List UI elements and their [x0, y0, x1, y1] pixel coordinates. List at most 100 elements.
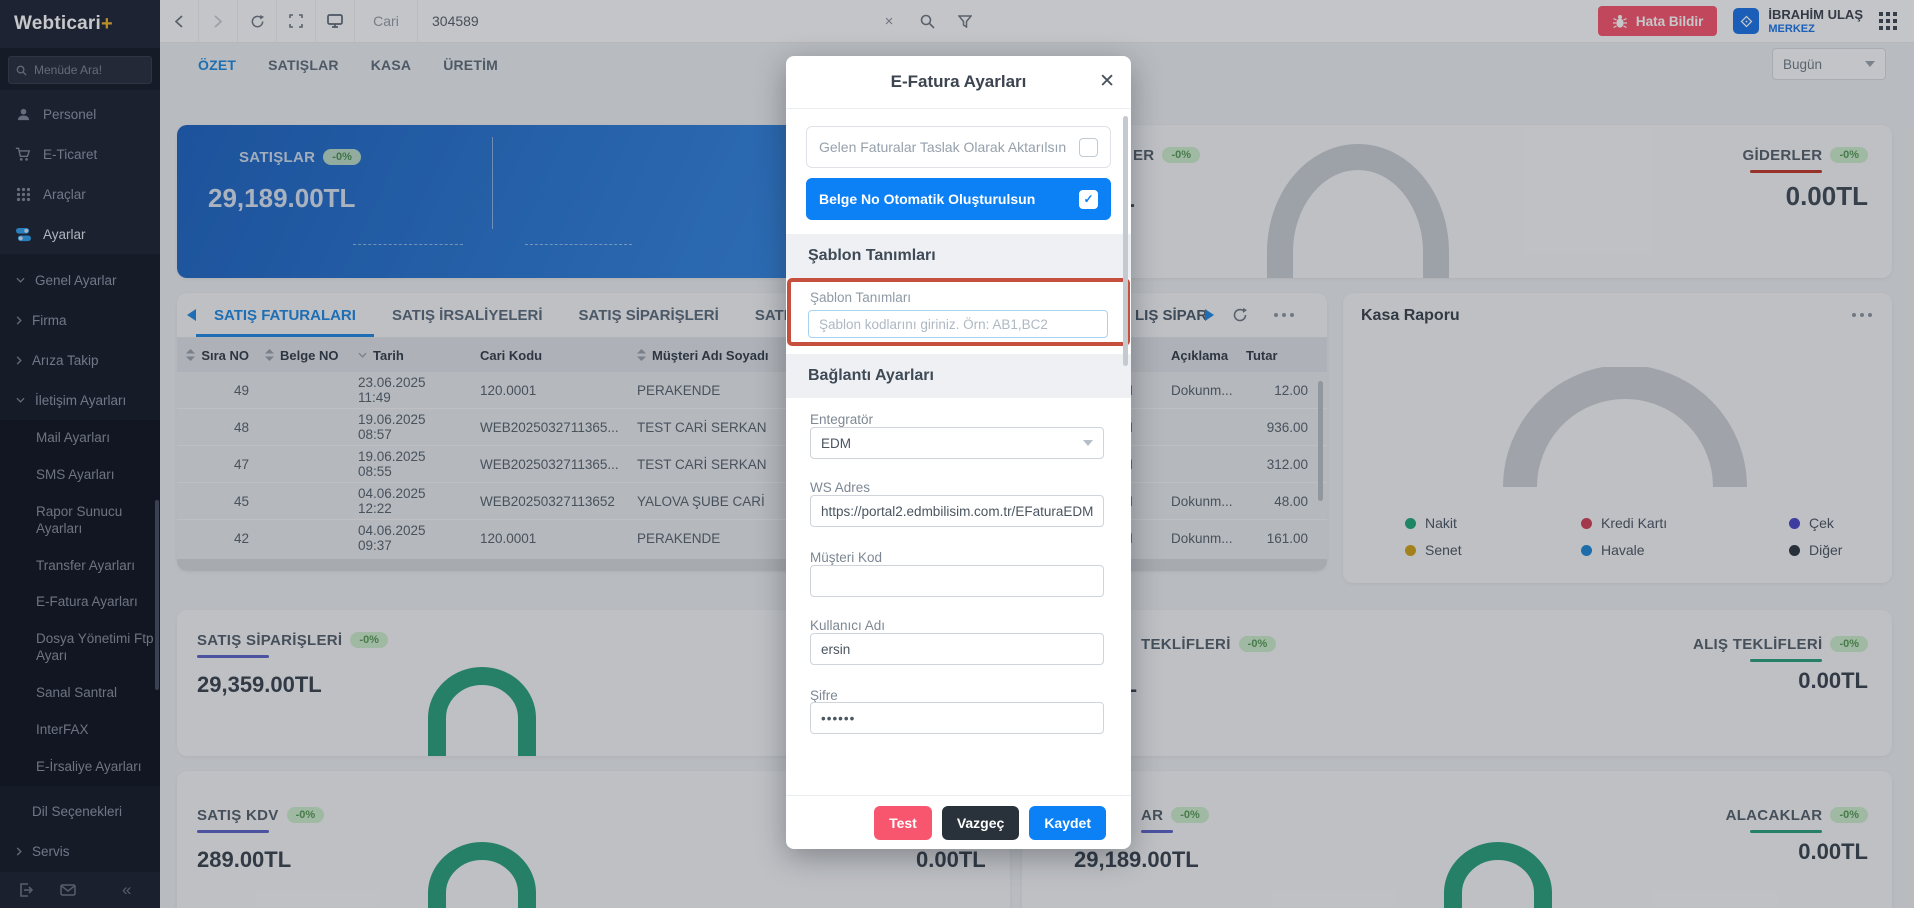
vertical-scrollbar[interactable]	[1318, 381, 1323, 501]
monitor-icon[interactable]	[316, 0, 355, 42]
header-aciklama[interactable]: Açıklama	[1171, 347, 1229, 363]
header-sira-no[interactable]: Sıra NO	[177, 348, 257, 363]
sidebar-item-label: Servis	[32, 844, 70, 860]
legend-cek[interactable]: Çek	[1789, 515, 1834, 531]
sidebar-item-efatura-ayarlari[interactable]: E-Fatura Ayarları	[36, 594, 138, 610]
search-icon[interactable]	[908, 0, 946, 42]
ws-adres-input[interactable]	[810, 495, 1104, 527]
sifre-input[interactable]	[810, 702, 1104, 734]
kullanici-adi-input[interactable]	[810, 633, 1104, 665]
sidebar-item-label: Genel Ayarlar	[35, 272, 117, 288]
sablon-kodlari-input[interactable]	[808, 310, 1108, 338]
modal-title: E-Fatura Ayarları	[890, 72, 1027, 91]
report-error-button[interactable]: Hata Bildir	[1597, 6, 1718, 36]
efatura-settings-modal: E-Fatura Ayarları ✕ Gelen Faturalar Tasl…	[786, 56, 1131, 849]
tab-satislar[interactable]: SATIŞLAR	[268, 57, 339, 73]
fullscreen-button[interactable]	[277, 0, 316, 42]
tabs-scroll-left-icon[interactable]	[187, 309, 196, 321]
sidebar-item-personel[interactable]: Personel	[0, 94, 160, 134]
sidebar-search[interactable]	[8, 56, 152, 84]
collapse-sidebar-icon[interactable]: «	[122, 880, 132, 899]
stat-badge: -0%	[1162, 147, 1200, 163]
legend-kredi-karti[interactable]: Kredi Kartı	[1581, 515, 1667, 531]
header-belge-no[interactable]: Belge NO	[257, 348, 350, 363]
header-cari-kodu[interactable]: Cari Kodu	[480, 347, 543, 363]
header-musteri[interactable]: Müşteri Adı Soyadı	[625, 348, 1010, 363]
nav-back-button[interactable]	[160, 0, 199, 42]
period-select[interactable]: Bugün	[1772, 48, 1886, 80]
checkbox-checked[interactable]: ✓	[1079, 189, 1098, 209]
nav-forward-button[interactable]	[199, 0, 238, 42]
tab-ozet[interactable]: ÖZET	[198, 57, 237, 73]
logout-icon[interactable]	[18, 883, 34, 897]
refresh-button[interactable]	[238, 0, 277, 42]
sidebar-item-dil-secenekleri[interactable]: Dil Seçenekleri	[0, 792, 160, 832]
mail-icon[interactable]	[60, 884, 76, 896]
partial-row	[177, 551, 1010, 559]
brand-name: Webticari	[14, 13, 101, 34]
option-taslak-aktarilsin[interactable]: Gelen Faturalar Taslak Olarak Aktarılsın	[806, 126, 1111, 168]
sidebar-item-iletisim-ayarlari[interactable]: İletişim Ayarları	[0, 380, 160, 420]
sidebar-item-ariza-takip[interactable]: Arıza Takip	[0, 340, 160, 380]
sidebar-main-group: Personel E-Ticaret Araçlar Ayarlar	[0, 90, 160, 254]
tab-kasa[interactable]: KASA	[370, 57, 412, 73]
legend-senet[interactable]: Senet	[1405, 542, 1462, 558]
cari-search-input[interactable]	[418, 12, 834, 30]
option-belge-no-otomatik[interactable]: Belge No Otomatik Oluşturulsun ✓	[806, 178, 1111, 220]
sidebar-item-eticaret[interactable]: E-Ticaret	[0, 134, 160, 174]
sidebar-item-firma[interactable]: Firma	[0, 300, 160, 340]
sidebar-search-input[interactable]	[32, 62, 146, 78]
tab-satis-siparisleri[interactable]: SATIŞ SİPARİŞLERİ	[578, 306, 719, 324]
sidebar-item-mail-ayarlari[interactable]: Mail Ayarları	[36, 430, 111, 445]
sidebar-tail-group: Dil Seçenekleri Servis	[0, 785, 160, 872]
sidebar-item-genel-ayarlar[interactable]: Genel Ayarlar	[0, 260, 160, 300]
close-icon[interactable]: ✕	[1099, 71, 1115, 92]
sidebar-item-transfer-ayarlari[interactable]: Transfer Ayarları	[36, 557, 136, 573]
stat-badge: -0%	[1830, 636, 1868, 652]
stat-value: 29,359.00TL	[197, 672, 322, 697]
sidebar-item-servis[interactable]: Servis	[0, 832, 160, 872]
header-tutar[interactable]: Tutar	[1246, 347, 1278, 363]
refresh-icon[interactable]	[1232, 307, 1248, 323]
clear-search-icon[interactable]: ×	[884, 12, 894, 30]
sidebar-item-eirsaliye-ayarlari[interactable]: E-İrsaliye Ayarları	[36, 758, 142, 774]
sidebar-scrollbar[interactable]	[155, 500, 159, 690]
filter-icon[interactable]	[946, 0, 984, 42]
sidebar-item-ayarlar[interactable]: Ayarlar	[0, 214, 160, 254]
tab-alis-siparisleri-fragment[interactable]: LIŞ SİPAR	[1135, 306, 1208, 324]
toggles-icon	[14, 227, 32, 242]
sidebar-item-araclar[interactable]: Araçlar	[0, 174, 160, 214]
header-tarih[interactable]: Tarih	[350, 348, 470, 363]
cancel-button[interactable]: Vazgeç	[941, 805, 1020, 840]
musteri-kod-input[interactable]	[810, 565, 1104, 597]
legend-havale[interactable]: Havale	[1581, 542, 1645, 558]
stat-value: 29,189.00TL	[208, 183, 356, 213]
sidebar-item-interfax[interactable]: InterFAX	[36, 721, 89, 737]
stat-badge: -0%	[350, 632, 388, 648]
gauge-arc	[428, 842, 536, 908]
sort-icon	[637, 349, 646, 361]
user-block[interactable]: İBRAHİM ULAŞ MERKEZ	[1733, 7, 1863, 35]
more-menu-icon[interactable]	[1852, 313, 1872, 317]
checkbox-unchecked[interactable]	[1079, 137, 1098, 157]
sidebar-item-dosya-yonetimi-ftp[interactable]: Dosya Yönetimi Ftp Ayarı	[36, 631, 154, 664]
chevron-down-icon	[16, 277, 25, 283]
more-menu-icon[interactable]	[1274, 313, 1294, 317]
tab-satis-irsaliyeleri[interactable]: SATIŞ İRSALİYELERİ	[391, 306, 543, 324]
chart-baseline	[353, 244, 463, 245]
sidebar-item-rapor-sunucu-ayarlari[interactable]: Rapor Sunucu Ayarları	[36, 503, 123, 536]
sidebar-item-sanal-santral[interactable]: Sanal Santral	[36, 685, 118, 700]
sidebar-item-sms-ayarlari[interactable]: SMS Ayarları	[36, 466, 115, 482]
tabs-scroll-right-icon[interactable]	[1205, 309, 1214, 321]
kasa-raporu-card: Kasa Raporu Nakit Kredi Kartı Çek Senet …	[1343, 293, 1892, 583]
brand-logo[interactable]: Webticari +	[0, 0, 160, 48]
test-button[interactable]: Test	[874, 805, 932, 840]
legend-nakit[interactable]: Nakit	[1405, 515, 1457, 531]
tab-uretim[interactable]: ÜRETİM	[443, 57, 499, 73]
legend-diger[interactable]: Diğer	[1789, 542, 1842, 558]
apps-grid-icon[interactable]	[1879, 11, 1898, 31]
save-button[interactable]: Kaydet	[1029, 805, 1106, 840]
modal-scrollbar[interactable]	[1123, 116, 1128, 366]
entegrator-select[interactable]: EDM	[810, 427, 1104, 459]
tab-satis-faturalari[interactable]: SATIŞ FATURALARI	[196, 293, 374, 337]
